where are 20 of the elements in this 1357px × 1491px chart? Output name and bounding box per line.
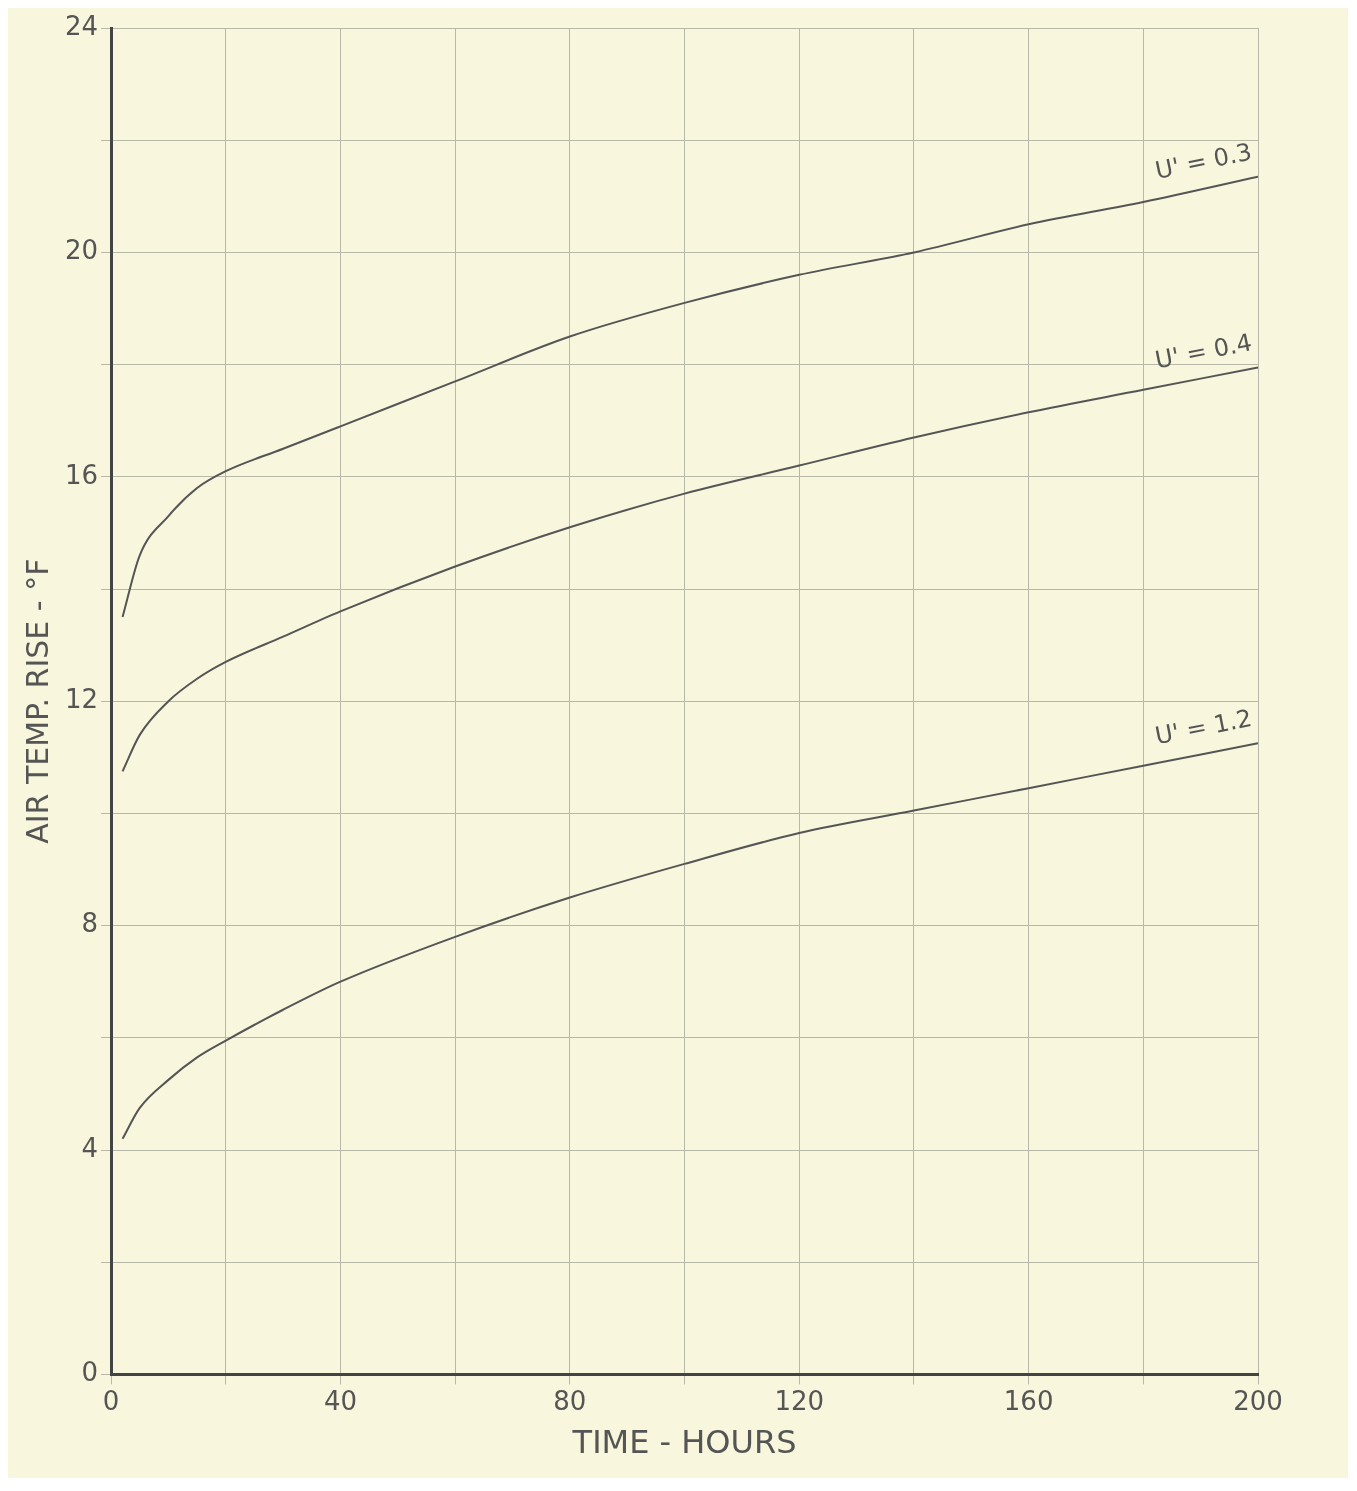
y-tick-label: 16 bbox=[64, 459, 99, 490]
line-series bbox=[121, 742, 1258, 1140]
x-tick-label: 120 bbox=[774, 1385, 825, 1416]
x-tick-label: 40 bbox=[323, 1385, 358, 1416]
y-tick-label: 4 bbox=[81, 1132, 99, 1163]
y-tick-label: 20 bbox=[64, 235, 99, 266]
y-tick-label: 24 bbox=[64, 10, 99, 41]
line-series bbox=[121, 366, 1258, 773]
y-tick-label: 0 bbox=[81, 1357, 99, 1388]
y-tick-label: 8 bbox=[81, 908, 99, 939]
text: U' = 0.4 bbox=[1152, 328, 1255, 375]
x-tick-label: 200 bbox=[1233, 1385, 1283, 1416]
x-tick-label: 80 bbox=[553, 1385, 587, 1416]
text: U' = 0.3 bbox=[1152, 137, 1255, 185]
x-axis-title: TIME - HOURS bbox=[571, 1423, 797, 1462]
y-axis-title: AIR TEMP. RISE - °F bbox=[19, 558, 55, 844]
x-tick-label: 0 bbox=[102, 1385, 120, 1416]
text: U' = 1.2 bbox=[1152, 704, 1255, 751]
x-tick-label: 160 bbox=[1003, 1385, 1054, 1416]
y-tick-label: 12 bbox=[64, 683, 99, 714]
